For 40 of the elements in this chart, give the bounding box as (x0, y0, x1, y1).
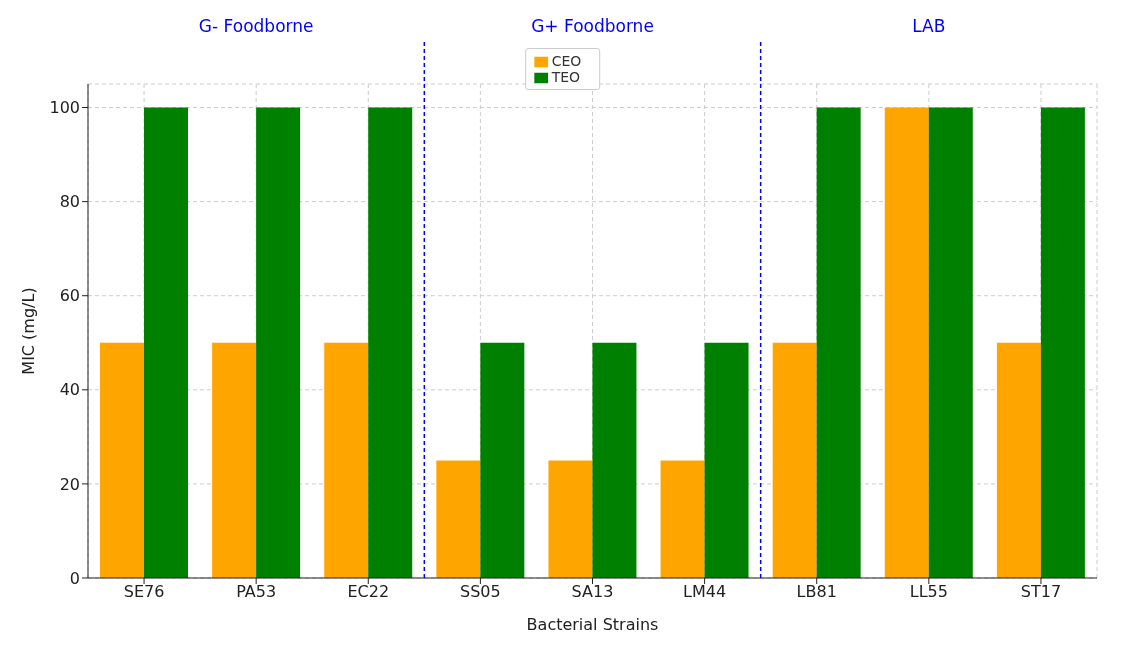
text: G+ Foodborne (531, 16, 654, 36)
text: LAB (912, 16, 946, 36)
bar (100, 342, 144, 578)
x-tick-label: SS05 (460, 582, 501, 602)
x-tick-label: ST17 (1020, 582, 1062, 602)
bar (884, 107, 929, 578)
x-tick-label: LB81 (796, 582, 837, 602)
y-tick-label: 40 (59, 380, 80, 400)
bar (704, 342, 749, 578)
x-axis-title: Bacterial Strains (526, 615, 659, 634)
legend-label: TEO (551, 69, 581, 85)
x-tick-label: EC22 (347, 582, 390, 602)
y-tick-label: 0 (69, 568, 80, 588)
y-tick-label: 80 (59, 192, 80, 212)
bar (772, 342, 817, 578)
text: G- Foodborne (198, 16, 314, 36)
y-tick-label: 60 (59, 286, 80, 306)
bar (324, 342, 369, 578)
bar (144, 107, 188, 578)
x-tick-label: LL55 (909, 582, 948, 602)
bar (436, 460, 481, 578)
y-tick-label: 100 (49, 98, 80, 118)
bar (660, 460, 705, 578)
bar (996, 342, 1041, 578)
bar (212, 342, 257, 578)
bar (480, 342, 525, 578)
bar (548, 460, 593, 578)
bar (816, 107, 861, 578)
bar (1040, 107, 1085, 578)
legend-label: CEO (551, 53, 582, 69)
x-tick-label: PA53 (236, 582, 277, 602)
bar (592, 342, 637, 578)
bar (256, 107, 301, 578)
bar (928, 107, 973, 578)
y-tick-label: 20 (59, 474, 80, 494)
x-tick-label: SE76 (123, 582, 165, 602)
x-tick-label: LM44 (683, 582, 727, 602)
y-axis-title: MIC (mg/L) (18, 287, 38, 375)
x-tick-label: SA13 (571, 582, 614, 602)
bar (368, 107, 413, 578)
